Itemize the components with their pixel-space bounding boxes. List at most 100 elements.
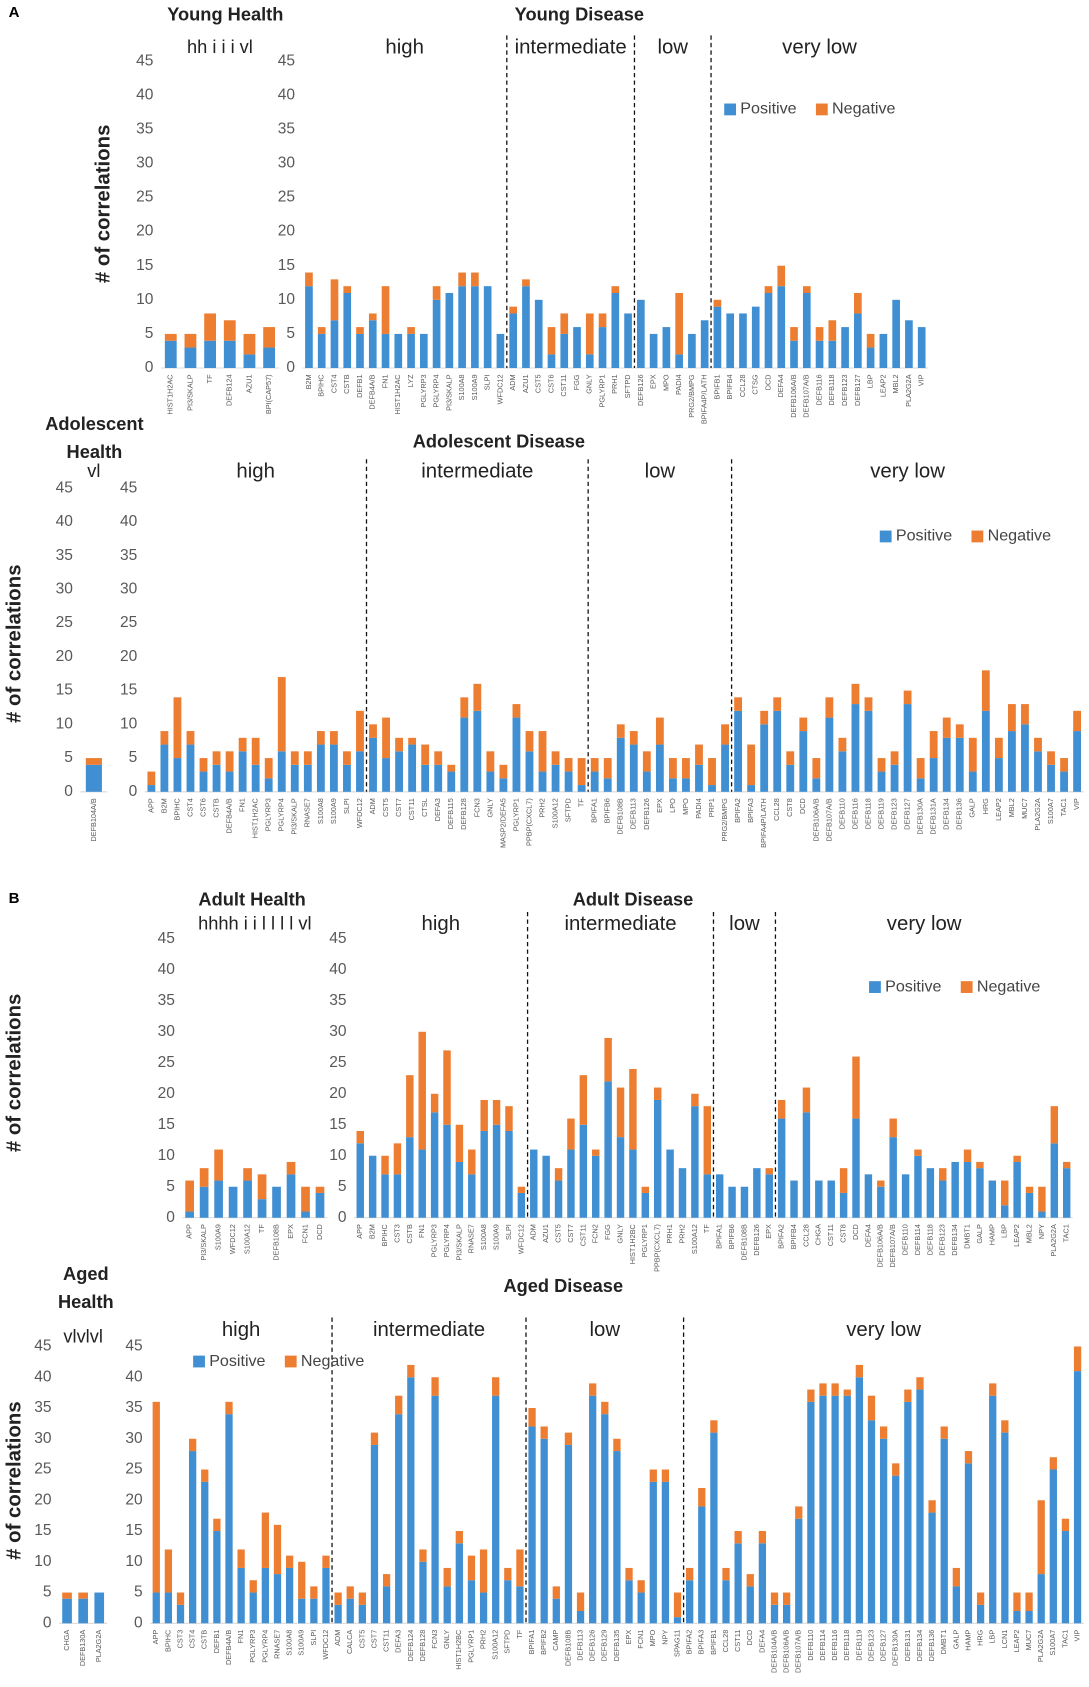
x-tick-label: BPIFB2 xyxy=(539,1630,548,1655)
bar-segment xyxy=(290,751,299,765)
bar-segment xyxy=(855,1364,864,1378)
bar-segment xyxy=(916,1377,924,1390)
bar-segment xyxy=(867,1420,876,1624)
x-tick-label: DMBT1 xyxy=(962,1224,971,1249)
x-tick-label: SFTPD xyxy=(623,374,632,398)
bar-segment xyxy=(185,1211,194,1218)
bar-segment xyxy=(746,1586,754,1624)
bar-segment xyxy=(395,737,404,752)
bar-segment xyxy=(509,306,518,314)
bar-segment xyxy=(418,1031,426,1150)
y-tick-label: 15 xyxy=(329,1116,346,1133)
x-tick-label: ADM xyxy=(508,374,517,390)
chart: Adult Health # of correlations 0 5 10 15 20 25 3… xyxy=(3,889,328,1261)
bar-segment xyxy=(879,333,888,369)
x-tick-label: VIP xyxy=(917,374,926,386)
bar-segment xyxy=(1001,1205,1009,1218)
x-tick-label: DCD xyxy=(315,1224,324,1240)
chart-title-box: Young Disease xyxy=(515,4,644,24)
bar-segment xyxy=(525,751,534,792)
bar-segment xyxy=(249,1580,257,1593)
y-tick-label: 5 xyxy=(64,749,73,766)
bar-segment xyxy=(310,1598,318,1624)
x-tick-label: PPBP(CXCL7) xyxy=(524,798,533,846)
bar-segment xyxy=(691,1106,699,1218)
bar-segment xyxy=(758,1543,767,1624)
bar-segment xyxy=(753,1168,761,1218)
x-tick-label: PLA2G2A xyxy=(1036,1630,1045,1663)
bar-segment xyxy=(926,1168,935,1218)
bar-segment xyxy=(917,327,926,369)
y-tick-label: 35 xyxy=(34,1399,51,1416)
group-label: very low xyxy=(887,913,962,935)
bar-segment xyxy=(940,1438,948,1624)
bar-segment xyxy=(827,1180,835,1218)
bar-segment xyxy=(458,286,466,369)
bar-segment xyxy=(204,340,217,369)
bar-segment xyxy=(777,1118,786,1218)
bar-segment xyxy=(952,1586,960,1624)
bar-segment xyxy=(963,1149,972,1162)
bar-segment xyxy=(343,764,351,792)
bar-segment xyxy=(1050,1106,1059,1144)
y-tick-label: 40 xyxy=(278,86,296,103)
bar-segment xyxy=(434,751,443,765)
bar-segment xyxy=(212,764,221,792)
legend-swatch xyxy=(960,981,973,993)
bar-segment xyxy=(315,1186,325,1193)
bar-segment xyxy=(700,320,709,369)
bar-segment xyxy=(560,313,569,334)
bar-segment xyxy=(668,778,677,792)
x-tick-label: PGLYRP1 xyxy=(640,1224,649,1257)
bar-segment xyxy=(728,1186,736,1218)
bar-segment xyxy=(964,1463,973,1624)
bar-segment xyxy=(406,1137,414,1218)
bar-segment xyxy=(431,1395,439,1624)
x-tick-label: S100A12 xyxy=(690,1224,699,1254)
bar-segment xyxy=(1034,751,1042,792)
bar-segment xyxy=(866,333,875,348)
bar-segment xyxy=(468,1174,476,1218)
bar-segment xyxy=(238,751,247,792)
bar-segment xyxy=(261,1512,270,1568)
bar-segment xyxy=(564,1444,573,1624)
bar-segment xyxy=(976,1168,984,1218)
bar-segment xyxy=(564,1432,573,1445)
bar-segment xyxy=(552,1586,560,1599)
legend-label: Positive xyxy=(740,100,796,118)
bar-segment xyxy=(528,1408,536,1427)
x-tick-label: BPIFA2 xyxy=(777,1224,786,1249)
x-tick-label: CST11 xyxy=(733,1630,742,1652)
x-tick-label: CST7 xyxy=(566,1224,575,1243)
bar-segment xyxy=(629,1149,637,1218)
bar-segment xyxy=(577,785,586,792)
x-tick-label: PADI4 xyxy=(674,374,683,395)
x-tick-label: DEFB114 xyxy=(913,1224,922,1255)
x-tick-label: DEFB119 xyxy=(876,798,885,829)
x-tick-label: PGLYRP4 xyxy=(277,798,286,831)
bar-segment xyxy=(303,751,312,765)
x-tick-label: S100A8 xyxy=(457,374,466,400)
bar-segment xyxy=(668,758,677,779)
x-tick-label: MPO xyxy=(661,374,670,391)
bar-segment xyxy=(710,1432,718,1624)
y-tick-label: 5 xyxy=(43,1584,52,1601)
x-tick-label: DMBT1 xyxy=(939,1630,948,1655)
bar-segment xyxy=(471,272,479,287)
x-tick-label: GNLY xyxy=(615,1224,624,1243)
bar-segment xyxy=(1001,1432,1009,1624)
bar-segment xyxy=(819,1395,827,1624)
x-tick-label: S100A9 xyxy=(329,798,338,824)
bar-segment xyxy=(642,751,651,772)
bar-segment xyxy=(480,1130,488,1218)
x-tick-label: PGLYRP1 xyxy=(466,1630,475,1663)
y-tick-label: 10 xyxy=(158,1147,176,1164)
bar-segment xyxy=(85,758,102,765)
bar-segment xyxy=(542,1155,550,1218)
bar-segment xyxy=(317,327,326,334)
bar-segment xyxy=(257,1174,267,1200)
bar-segment xyxy=(758,1531,767,1544)
bar-segment xyxy=(147,771,156,786)
subtitle: hhhh i i l l l l vl xyxy=(198,913,311,934)
